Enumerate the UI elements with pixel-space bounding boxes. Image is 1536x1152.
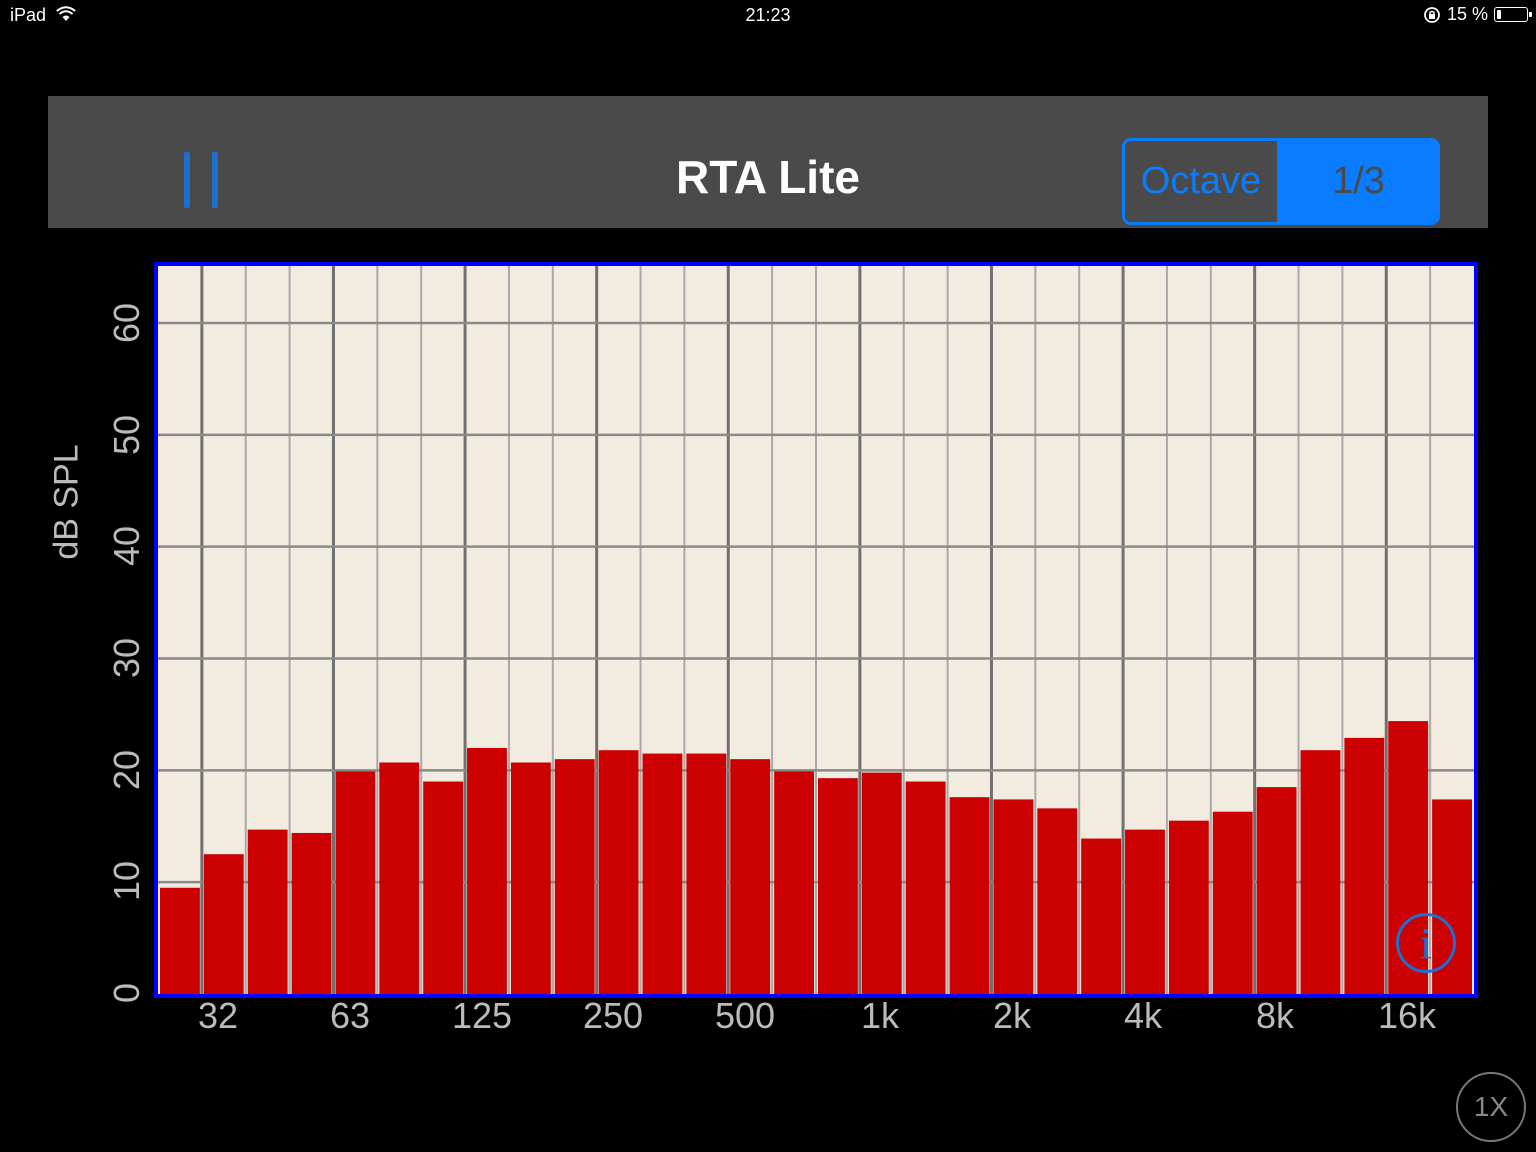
spectrum-bar (203, 854, 244, 994)
x-tick-label: 4k (1123, 995, 1163, 1036)
spectrum-bar (905, 781, 946, 994)
spectrum-bar (379, 762, 420, 994)
zoom-button[interactable]: 1X (1456, 1072, 1526, 1142)
rotation-lock-icon (1424, 6, 1440, 23)
segment-octave[interactable]: Octave (1125, 141, 1280, 222)
spectrum-bar (160, 887, 200, 994)
spectrum-bar (1344, 737, 1385, 994)
spectrum-bar (686, 753, 727, 994)
status-right: 15 % (1423, 4, 1532, 25)
spectrum-bar (598, 750, 639, 994)
x-tick-label: 250 (582, 995, 644, 1036)
y-tick-label: 40 (106, 525, 147, 567)
spectrum-bar (949, 797, 990, 994)
spectrum-bar (861, 772, 902, 994)
wifi-icon (56, 6, 76, 21)
spectrum-bar (1037, 808, 1078, 994)
x-tick-label: 2k (992, 995, 1032, 1036)
spectrum-bar (730, 759, 771, 994)
y-tick-label: 30 (106, 637, 147, 679)
segment-third-octave[interactable]: 1/3 (1280, 141, 1437, 222)
spectrum-bar (335, 771, 376, 994)
x-tick-label: 63 (329, 995, 371, 1036)
y-axis-label: dB SPL (47, 444, 86, 560)
spectrum-bar (1081, 838, 1122, 994)
clock: 21:23 (745, 5, 791, 25)
device-name: iPad (10, 5, 47, 25)
y-tick-label: 20 (106, 749, 147, 791)
y-tick-label: 10 (106, 860, 147, 902)
spectrum-bar (774, 771, 814, 994)
x-tick-label: 1k (860, 995, 900, 1036)
x-tick-label: 500 (714, 995, 776, 1036)
battery-icon (1494, 7, 1532, 22)
x-tick-label: 32 (197, 995, 239, 1036)
spectrum-bar (467, 747, 507, 994)
x-tick-label: 8k (1255, 995, 1295, 1036)
spectrum-bar (554, 759, 595, 994)
spectrum-bar (1256, 787, 1297, 994)
rta-plot (154, 262, 1478, 998)
spectrum-bar (1212, 811, 1253, 994)
info-button[interactable]: i (1396, 913, 1456, 973)
info-icon: i (1419, 918, 1433, 968)
spectrum-chart (158, 266, 1474, 994)
spectrum-bar (423, 781, 464, 994)
y-tick-label: 0 (106, 982, 147, 1004)
spectrum-bar (1168, 820, 1209, 994)
battery-percent: 15 % (1446, 4, 1488, 24)
spectrum-bar (642, 753, 683, 994)
spectrum-bar (818, 778, 858, 994)
y-tick-label: 60 (106, 302, 147, 344)
y-tick-label: 50 (106, 414, 147, 456)
spectrum-bar (1125, 829, 1165, 994)
resolution-segmented-control[interactable]: Octave 1/3 (1122, 138, 1440, 225)
x-tick-label: 16k (1377, 995, 1437, 1036)
spectrum-bar (510, 762, 551, 994)
spectrum-bar (247, 829, 288, 994)
spectrum-bar (1300, 750, 1341, 994)
app-title: RTA Lite (676, 151, 860, 203)
pause-button[interactable] (176, 148, 228, 212)
spectrum-bar (291, 832, 332, 994)
status-bar: iPad 21:23 15 % (0, 0, 1536, 32)
spectrum-bar (993, 799, 1034, 994)
x-tick-label: 125 (451, 995, 513, 1036)
